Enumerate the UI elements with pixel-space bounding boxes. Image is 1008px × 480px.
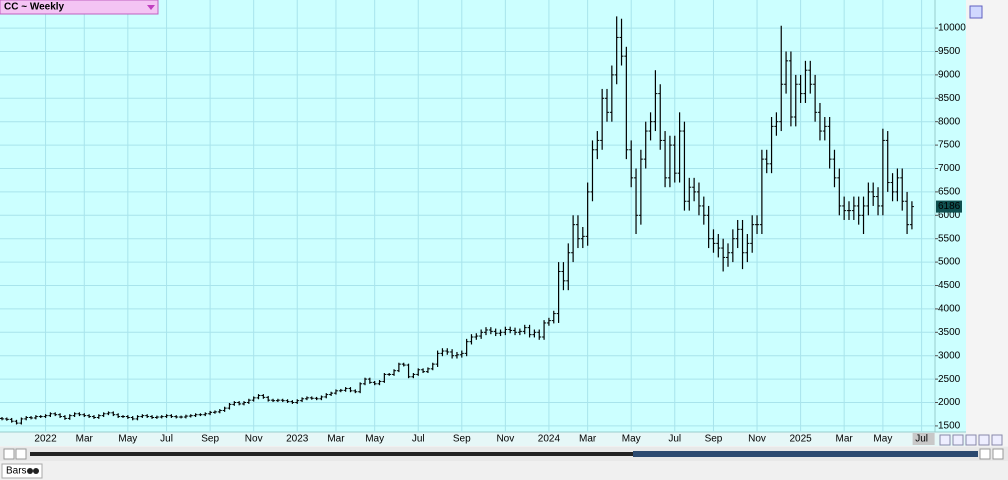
x-tick-label: Jul — [915, 434, 928, 445]
y-tick-label: 3000 — [938, 350, 961, 361]
x-tick-highlight — [912, 433, 935, 445]
status-icon — [33, 468, 39, 474]
last-price-label: 6186 — [938, 201, 961, 212]
y-tick-label: 4500 — [938, 280, 961, 291]
y-tick-label: 6000 — [938, 210, 961, 221]
x-tick-label: May — [365, 434, 384, 445]
toolbar-button[interactable] — [991, 434, 1003, 446]
y-tick-label: 7500 — [938, 140, 961, 151]
y-tick-label: 6500 — [938, 187, 961, 198]
last-price-badge — [936, 200, 962, 213]
scroll-button[interactable] — [979, 448, 991, 460]
scroll-thumb[interactable] — [633, 451, 978, 457]
y-tick-label: 5000 — [938, 257, 961, 268]
x-tick-label: 2023 — [286, 434, 309, 445]
status-bar — [0, 462, 1008, 480]
dropdown-arrow — [147, 5, 155, 10]
status-label: Bars — [6, 466, 27, 477]
y-tick-label: 3500 — [938, 327, 961, 338]
toolbar-button[interactable] — [952, 434, 964, 446]
y-tick-label: 2000 — [938, 397, 961, 408]
x-tick-label: May — [622, 434, 641, 445]
scroll-button[interactable] — [3, 448, 15, 460]
y-tick-label: 5500 — [938, 233, 961, 244]
y-tick-label: 1500 — [938, 421, 961, 432]
side-icon[interactable] — [969, 5, 983, 19]
x-tick-label: 2024 — [538, 434, 561, 445]
y-tick-label: 7000 — [938, 163, 961, 174]
chart-title: CC ~ Weekly — [4, 2, 65, 13]
x-tick-label: May — [873, 434, 892, 445]
bars — [0, 16, 914, 425]
y-tick-label: 10000 — [938, 23, 966, 34]
x-tick-label: Mar — [327, 434, 345, 445]
scroll-button[interactable] — [15, 448, 27, 460]
x-tick-label: Mar — [76, 434, 94, 445]
toolbar-button[interactable] — [939, 434, 951, 446]
x-tick-label: Nov — [245, 434, 263, 445]
toolbar-button[interactable] — [978, 434, 990, 446]
y-tick-label: 9000 — [938, 70, 961, 81]
symbol-dropdown[interactable] — [0, 0, 159, 15]
x-tick-label: Nov — [496, 434, 514, 445]
x-tick-label: Jul — [412, 434, 425, 445]
y-tick-label: 9500 — [938, 46, 961, 57]
y-tick-label: 4000 — [938, 304, 961, 315]
status-tab[interactable] — [1, 463, 43, 479]
x-tick-label: Sep — [453, 434, 471, 445]
ui-buttons — [939, 434, 1003, 446]
grid — [0, 0, 938, 432]
x-tick-label: Nov — [748, 434, 766, 445]
plot-background — [0, 0, 966, 432]
x-tick-label: 2025 — [789, 434, 812, 445]
y-tick-label: 2500 — [938, 374, 961, 385]
side-panel — [966, 0, 1008, 446]
scroll-track — [30, 452, 978, 456]
x-tick-label: Mar — [579, 434, 597, 445]
status-icon — [27, 468, 33, 474]
toolbar-button[interactable] — [965, 434, 977, 446]
x-tick-label: 2022 — [34, 434, 57, 445]
x-tick-label: May — [118, 434, 137, 445]
y-tick-label: 8000 — [938, 116, 961, 127]
scroll-button[interactable] — [992, 448, 1004, 460]
x-tick-label: Sep — [201, 434, 219, 445]
x-tick-label: Jul — [160, 434, 173, 445]
x-tick-label: Mar — [836, 434, 854, 445]
x-tick-label: Jul — [668, 434, 681, 445]
x-tick-label: Sep — [705, 434, 723, 445]
y-tick-label: 8500 — [938, 93, 961, 104]
x-axis-strip — [0, 432, 966, 446]
